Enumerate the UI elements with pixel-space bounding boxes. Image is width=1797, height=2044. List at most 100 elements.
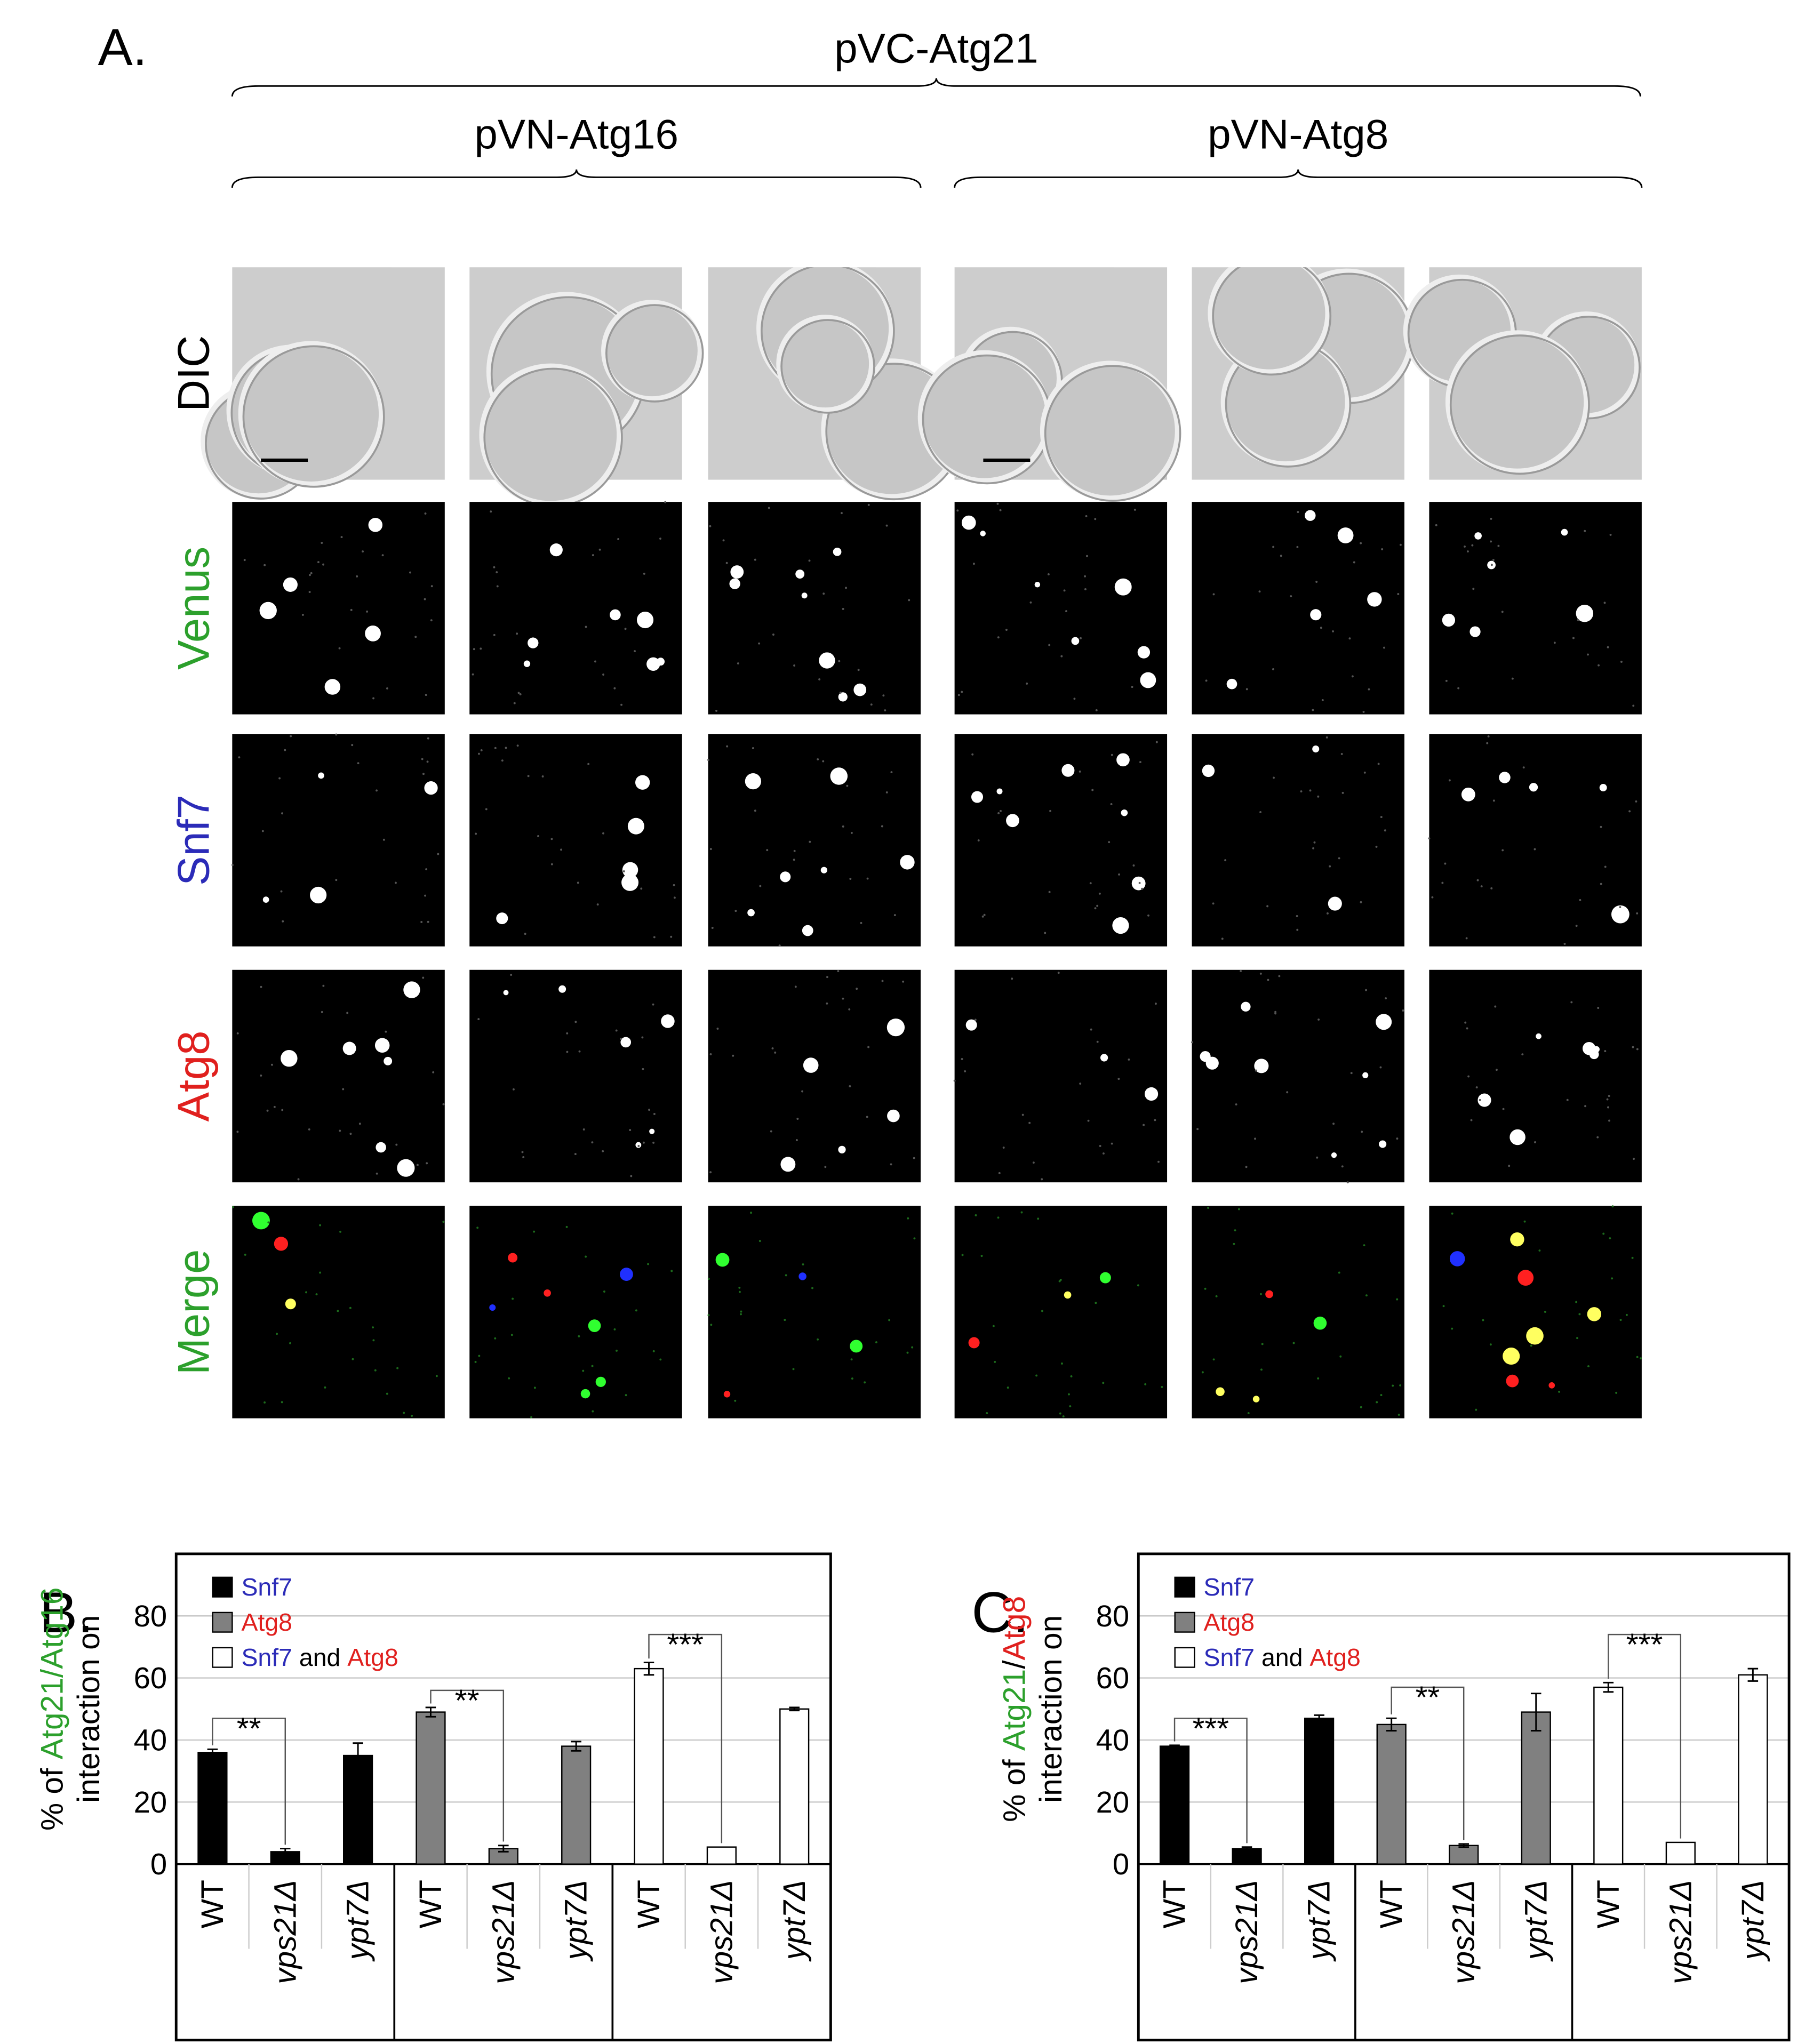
speck xyxy=(598,548,601,551)
significance-bracket xyxy=(430,1689,505,1842)
speck xyxy=(1266,905,1269,908)
speck xyxy=(1360,542,1362,544)
speck xyxy=(505,747,507,749)
speck xyxy=(1117,1078,1120,1080)
x-tick-label: ypt7Δ xyxy=(1519,1880,1553,1962)
speck xyxy=(1486,742,1489,744)
speck xyxy=(974,1019,977,1021)
speck xyxy=(424,894,427,897)
spot xyxy=(620,1037,632,1048)
speck xyxy=(424,512,427,515)
speck xyxy=(956,509,959,512)
speck xyxy=(1085,515,1088,517)
speck xyxy=(1604,865,1607,868)
spot xyxy=(259,602,277,620)
speck xyxy=(986,1412,988,1414)
speck xyxy=(1489,1343,1492,1346)
spot xyxy=(833,547,842,556)
speck xyxy=(641,1036,644,1039)
speck xyxy=(1201,1371,1204,1374)
spot xyxy=(1313,1316,1327,1330)
speck xyxy=(957,694,960,696)
bar xyxy=(1376,1724,1407,1865)
spot xyxy=(838,1145,846,1153)
legend-label-part: Atg8 xyxy=(1309,1644,1361,1671)
speck xyxy=(474,1361,477,1363)
spot xyxy=(503,990,509,996)
speck xyxy=(1274,1012,1277,1015)
spot xyxy=(1061,764,1075,777)
speck xyxy=(530,1416,532,1418)
speck xyxy=(1309,789,1312,792)
spot xyxy=(649,1128,655,1134)
spot xyxy=(384,1056,393,1065)
speck xyxy=(1376,1401,1378,1404)
error-bar xyxy=(1747,1668,1759,1682)
speck xyxy=(337,1310,339,1312)
speck xyxy=(653,1112,656,1115)
speck xyxy=(793,849,796,852)
speck xyxy=(1363,771,1366,774)
speck xyxy=(1143,1124,1145,1126)
speck xyxy=(1108,841,1111,844)
bar xyxy=(561,1745,592,1865)
speck xyxy=(1490,564,1493,566)
spot xyxy=(403,981,420,998)
fluorescence-image xyxy=(1192,734,1404,947)
spot xyxy=(636,611,654,629)
speck xyxy=(1448,779,1451,782)
spot xyxy=(374,1038,390,1053)
speck xyxy=(267,1221,270,1224)
spot xyxy=(819,652,835,669)
speck xyxy=(566,1032,569,1035)
speck xyxy=(430,585,433,588)
speck xyxy=(1065,610,1067,613)
speck xyxy=(1212,1358,1215,1361)
y-tick-label: 60 xyxy=(134,1661,167,1695)
spot xyxy=(489,1304,496,1311)
y-axis-label: % of Atg21/Atg8 xyxy=(997,1596,1032,1822)
speck xyxy=(826,976,828,979)
speck xyxy=(1286,1091,1289,1094)
speck xyxy=(1636,912,1639,915)
speck xyxy=(349,1133,352,1135)
spot xyxy=(801,592,808,599)
fluorescence-image xyxy=(232,1206,445,1418)
speck xyxy=(1558,1390,1560,1393)
bar xyxy=(1593,1686,1624,1865)
speck xyxy=(477,1018,480,1021)
speck xyxy=(1396,1298,1399,1301)
speck xyxy=(602,832,604,835)
speck xyxy=(908,599,911,602)
speck xyxy=(1221,937,1224,940)
speck xyxy=(1095,1302,1097,1304)
x-tick-label: WT xyxy=(1374,1880,1409,1928)
speck xyxy=(1058,1280,1061,1282)
spot xyxy=(1202,764,1215,777)
speck xyxy=(1205,679,1208,682)
speck xyxy=(659,1358,662,1361)
speck xyxy=(707,759,709,761)
speck xyxy=(1005,629,1008,631)
x-tick-label: WT xyxy=(1591,1880,1626,1928)
spot xyxy=(798,1272,806,1280)
spot xyxy=(1131,876,1146,891)
speck xyxy=(260,985,262,988)
speck xyxy=(1494,1005,1497,1008)
speck xyxy=(260,1074,262,1077)
spot xyxy=(1226,678,1237,690)
speck xyxy=(1110,803,1113,805)
speck xyxy=(784,1319,786,1321)
speck xyxy=(1047,573,1050,575)
speck xyxy=(1196,1128,1199,1131)
speck xyxy=(977,839,980,841)
speck xyxy=(846,784,849,787)
speck xyxy=(664,501,667,503)
speck xyxy=(1157,1160,1160,1163)
speck xyxy=(1490,887,1493,889)
speck xyxy=(411,1414,413,1417)
speck xyxy=(881,980,884,982)
speck xyxy=(1007,1386,1009,1389)
speck xyxy=(630,1175,633,1177)
speck xyxy=(1026,682,1028,685)
